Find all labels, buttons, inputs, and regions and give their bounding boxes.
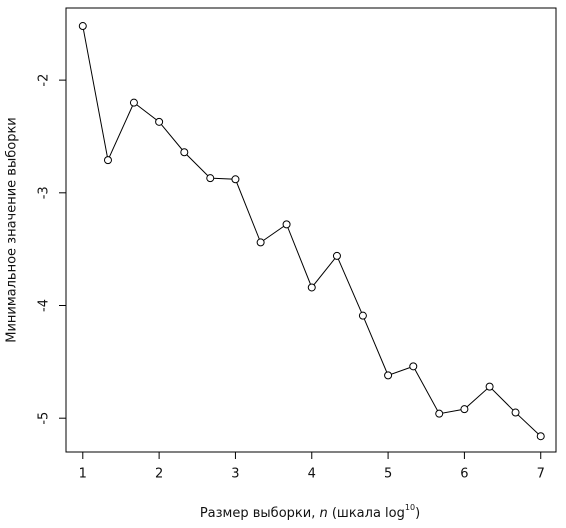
plot-frame <box>65 7 557 453</box>
data-line <box>82 25 542 437</box>
x-label-part: Размер выборки, <box>200 506 320 521</box>
data-point <box>332 251 341 260</box>
data-point <box>180 148 189 157</box>
x-tick-label: 5 <box>384 467 392 482</box>
data-point <box>103 156 112 165</box>
x-tick-label: 2 <box>155 467 163 482</box>
data-point <box>460 405 469 414</box>
x-axis-label: Размер выборки, n (шкала log10) <box>200 503 420 521</box>
data-point <box>206 174 215 183</box>
data-point <box>307 283 316 292</box>
y-tick-label: -4 <box>37 299 52 312</box>
data-point <box>129 98 138 107</box>
x-label-part: 10 <box>405 503 415 512</box>
data-point <box>485 382 494 391</box>
x-tick-label: 4 <box>308 467 316 482</box>
data-point <box>78 22 87 31</box>
x-tick-label: 3 <box>231 467 239 482</box>
x-tick-label: 6 <box>460 467 468 482</box>
data-point <box>256 238 265 247</box>
y-tick-label: -2 <box>37 74 52 87</box>
data-point <box>536 432 545 441</box>
x-label-part: ) <box>415 506 420 521</box>
data-point <box>282 220 291 229</box>
y-axis-label: Минимальное значение выборки <box>5 117 20 343</box>
x-label-part: n <box>319 506 327 521</box>
data-point <box>231 175 240 184</box>
y-tick-label: -5 <box>37 412 52 425</box>
y-tick-label: -3 <box>37 186 52 199</box>
data-point <box>511 408 520 417</box>
data-point <box>409 362 418 371</box>
data-point <box>155 117 164 126</box>
data-point <box>384 371 393 380</box>
data-point <box>435 409 444 418</box>
x-tick-label: 7 <box>537 467 545 482</box>
data-point <box>358 311 367 320</box>
x-tick-label: 1 <box>79 467 87 482</box>
x-label-part: (шкала log <box>328 506 405 521</box>
